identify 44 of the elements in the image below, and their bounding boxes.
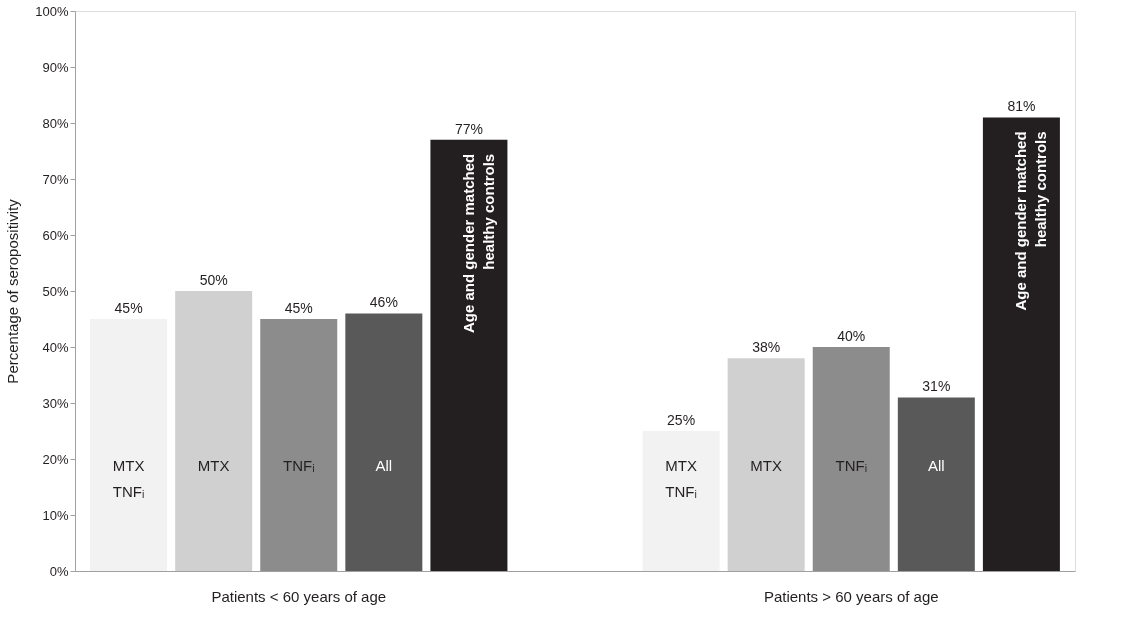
data-label: 50% [199, 272, 228, 288]
bar [982, 117, 1060, 571]
data-label: 31% [922, 378, 951, 395]
data-label: 77% [454, 120, 483, 137]
y-tick-label: 60% [42, 227, 69, 243]
y-tick-label: 40% [42, 339, 69, 355]
bar [260, 319, 338, 571]
series-label: Age and gender matched healthy controls [459, 153, 497, 333]
text: All [927, 457, 945, 474]
bar [897, 397, 975, 571]
bar [430, 139, 508, 571]
text: TNFᵢ [835, 457, 868, 474]
y-tick-label: 90% [42, 59, 69, 75]
data-label: 25% [667, 412, 696, 428]
bar [345, 313, 423, 571]
data-label: 38% [752, 339, 781, 356]
series-label: MTX [750, 457, 782, 474]
data-label: 46% [369, 294, 398, 311]
y-tick-label: 70% [42, 171, 69, 187]
series-label: TNFᵢ [282, 457, 315, 474]
bar [175, 291, 253, 571]
y-tick-label: 30% [42, 395, 69, 411]
data-label: 45% [114, 300, 143, 316]
series-label: MTX TNFᵢ [665, 457, 697, 500]
y-axis-title: Percentage of seropositivity [4, 198, 22, 384]
data-label: 81% [1007, 98, 1036, 115]
bar [90, 319, 168, 571]
text: MTX [197, 457, 230, 474]
text: Age and gender matched healthy controls [1012, 131, 1050, 311]
y-tick-label: 20% [42, 451, 69, 467]
bar [642, 431, 720, 571]
bar [812, 347, 890, 571]
data-label: 40% [837, 328, 866, 344]
y-tick-label: 50% [42, 283, 69, 299]
y-tick-label: 80% [42, 115, 69, 131]
text: MTX TNFᵢ [112, 457, 145, 500]
y-tick-label: 0% [49, 563, 69, 579]
x-tick-label: Patients > 60 years of age [763, 587, 939, 605]
series-label: All [375, 457, 393, 474]
y-tick-label: 10% [42, 507, 69, 523]
data-label: 45% [284, 300, 313, 316]
y-tick-label: 100% [35, 3, 69, 19]
x-tick-label: Patients < 60 years of age [211, 587, 387, 605]
bar [727, 358, 805, 571]
